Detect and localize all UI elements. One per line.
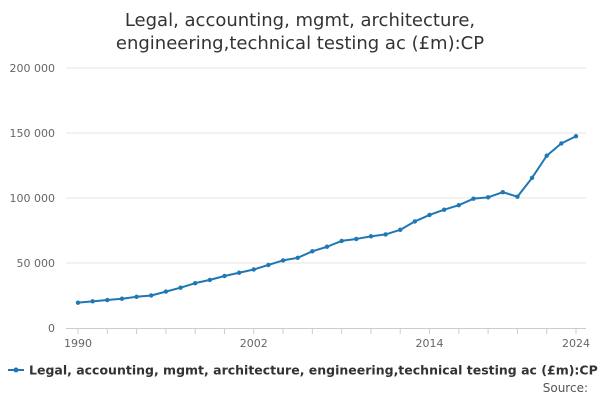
data-point-2016[interactable]: [456, 202, 462, 208]
data-point-2009[interactable]: [354, 236, 359, 242]
data-point-1994[interactable]: [134, 294, 139, 299]
data-point-2022[interactable]: [544, 153, 549, 158]
data-point-1996[interactable]: [163, 289, 169, 294]
series-line-0: [77, 135, 577, 304]
data-point-1999[interactable]: [207, 277, 213, 283]
data-point-2019[interactable]: [500, 189, 505, 195]
legend-swatch-marker: [13, 367, 19, 373]
data-point-1997[interactable]: [178, 285, 183, 290]
data-point-2005[interactable]: [295, 255, 300, 260]
x-tick-label-2024: 2024: [562, 337, 590, 350]
y-tick-label-2: 100 000: [10, 192, 56, 205]
legend[interactable]: Legal, accounting, mgmt, architecture, e…: [8, 363, 598, 378]
y-tick-label-4: 200 000: [10, 62, 56, 75]
data-point-2017[interactable]: [471, 196, 476, 201]
data-point-2010[interactable]: [368, 234, 374, 239]
x-axis: 1990 2002 2014 2024: [64, 328, 590, 350]
series-layer: [75, 134, 579, 305]
y-tick-label-1: 50 000: [17, 257, 56, 270]
data-point-2020[interactable]: [515, 194, 520, 199]
data-point-2014[interactable]: [427, 212, 432, 218]
source-label: Source:: [543, 381, 588, 395]
data-point-2018[interactable]: [485, 195, 491, 200]
data-point-2011[interactable]: [383, 232, 388, 237]
data-point-1995[interactable]: [149, 293, 154, 298]
data-point-2001[interactable]: [236, 270, 242, 275]
data-point-1998[interactable]: [192, 280, 198, 286]
chart-title: Legal, accounting, mgmt, architecture, e…: [116, 10, 484, 54]
chart-title-line-1: Legal, accounting, mgmt, architecture,: [125, 10, 475, 31]
data-point-2006[interactable]: [310, 249, 315, 254]
data-point-2013[interactable]: [412, 219, 418, 224]
y-axis-tick-labels: 0 50 000 100 000 150 000 200 000: [10, 62, 56, 335]
data-point-2004[interactable]: [280, 258, 286, 263]
data-point-1990[interactable]: [75, 300, 81, 305]
chart-title-line-2: engineering,technical testing ac (£m):CP: [116, 33, 484, 54]
data-point-1993[interactable]: [119, 296, 125, 301]
x-tick-label-2002: 2002: [240, 337, 268, 350]
y-tick-label-0: 0: [48, 322, 55, 335]
data-point-2003[interactable]: [266, 262, 271, 268]
data-point-1991[interactable]: [90, 299, 95, 304]
data-point-2008[interactable]: [339, 238, 344, 244]
data-point-2023[interactable]: [559, 141, 564, 146]
y-tick-label-3: 150 000: [10, 127, 56, 140]
x-tick-label-1990: 1990: [64, 337, 92, 350]
grid-lines: [66, 67, 586, 264]
data-point-2002[interactable]: [251, 267, 256, 272]
data-point-1992[interactable]: [105, 297, 110, 303]
data-point-2024[interactable]: [573, 134, 579, 139]
data-point-2012[interactable]: [398, 227, 403, 233]
data-point-2007[interactable]: [324, 244, 330, 249]
data-point-2015[interactable]: [441, 207, 447, 212]
data-point-2000[interactable]: [222, 273, 227, 279]
x-tick-label-2014: 2014: [416, 337, 444, 350]
data-point-2021[interactable]: [529, 175, 535, 181]
legend-label: Legal, accounting, mgmt, architecture, e…: [29, 363, 598, 378]
